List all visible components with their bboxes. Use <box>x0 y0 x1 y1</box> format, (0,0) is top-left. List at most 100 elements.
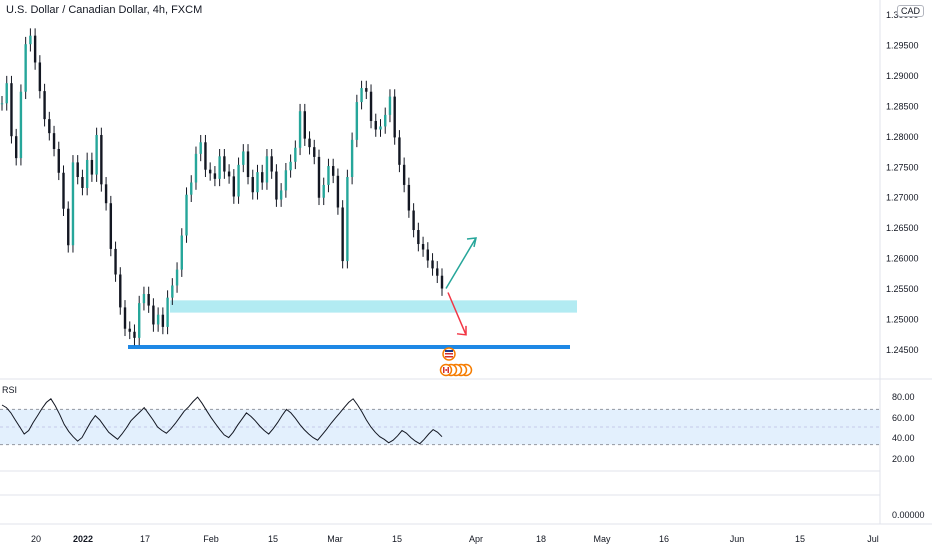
candle-body <box>350 139 354 178</box>
support-annotations <box>128 300 577 349</box>
time-tick-label: 20 <box>31 534 41 544</box>
candle-body <box>119 274 122 308</box>
candle-body <box>62 172 65 209</box>
candle-body <box>19 91 23 159</box>
candle-body <box>327 166 330 185</box>
rsi-axis-labels: 80.00 60.00 40.00 20.00 0.00000 <box>892 392 925 520</box>
candle-body <box>313 147 316 157</box>
candle-body <box>275 171 278 200</box>
candle-body <box>161 314 165 327</box>
candle-body <box>85 159 89 188</box>
price-tick-label: 1.28500 <box>886 101 919 111</box>
candle-body <box>43 91 46 120</box>
candle-body <box>279 190 283 200</box>
rsi-tick-label: 20.00 <box>892 454 915 464</box>
rsi-tick-label: 80.00 <box>892 392 915 402</box>
candle-body <box>213 173 217 179</box>
time-tick-label: 16 <box>659 534 669 544</box>
candle-body <box>71 162 75 246</box>
price-tick-label: 1.26000 <box>886 254 919 264</box>
candle-body <box>436 268 439 276</box>
price-tick-label: 1.27000 <box>886 193 919 203</box>
chart-title: U.S. Dollar / Canadian Dollar, 4h, FXCM <box>6 4 203 16</box>
candle-body <box>81 177 84 188</box>
candle-body <box>138 303 141 338</box>
price-tick-label: 1.27500 <box>886 162 919 172</box>
candle-body <box>147 293 150 306</box>
candle-body <box>421 244 425 250</box>
scenario-down-arrow <box>447 292 467 336</box>
price-candles <box>0 28 444 346</box>
rsi-band <box>0 408 880 446</box>
candle-body <box>417 230 420 245</box>
candle-body <box>246 151 250 178</box>
candle-body <box>298 111 302 148</box>
candle-body <box>123 307 127 329</box>
candle-body <box>199 142 202 154</box>
candle-body <box>232 176 236 197</box>
us-flag-event-icon[interactable] <box>442 347 456 361</box>
candle-body <box>379 126 382 130</box>
time-tick-label: Mar <box>327 534 343 544</box>
candle-body <box>331 166 335 176</box>
rsi-tick-label: 0.00000 <box>892 510 925 520</box>
rsi-tick-label: 60.00 <box>892 413 915 423</box>
currency-badge[interactable]: CAD <box>897 5 925 17</box>
rsi-tick-label: 40.00 <box>892 433 915 443</box>
candle-body <box>265 156 269 183</box>
candle-body <box>133 331 136 338</box>
time-tick-label: Feb <box>203 534 219 544</box>
candle-body <box>208 169 212 174</box>
scenario-down-arrowhead <box>456 325 467 336</box>
candle-body <box>402 164 406 185</box>
candle-body <box>95 134 98 175</box>
candle-body <box>346 177 349 262</box>
candle-body <box>204 142 207 170</box>
candle-body <box>67 208 70 246</box>
candle-body <box>365 88 368 92</box>
price-axis-labels: 1.24500 1.25000 1.25500 1.26000 1.26500 1.270… <box>886 10 919 355</box>
candle-body <box>426 249 430 261</box>
candle-body <box>48 119 51 134</box>
canada-flag-event-icons[interactable] <box>439 363 473 377</box>
time-tick-label: May <box>593 534 611 544</box>
candle-body <box>289 161 292 171</box>
time-tick-label: 15 <box>268 534 278 544</box>
candle-body <box>76 162 79 178</box>
candle-body <box>175 269 179 286</box>
candle-body <box>166 297 169 327</box>
support-zone <box>170 300 577 313</box>
price-tick-label: 1.24500 <box>886 345 919 355</box>
candle-body <box>29 35 32 45</box>
candle-body <box>407 184 411 211</box>
candle-body <box>171 285 174 298</box>
time-tick-label: 2022 <box>73 534 93 544</box>
candle-body <box>104 184 108 204</box>
candle-body <box>294 147 297 162</box>
candle-body <box>398 137 401 165</box>
candle-body <box>388 96 392 115</box>
candle-body <box>256 172 259 193</box>
candle-body <box>100 134 103 185</box>
candle-body <box>0 103 4 105</box>
time-tick-label: 17 <box>140 534 150 544</box>
candle-body <box>412 210 415 231</box>
time-tick-label: 15 <box>795 534 805 544</box>
candle-body <box>360 88 363 103</box>
candle-body <box>57 148 60 173</box>
scenario-arrows <box>445 237 477 336</box>
candle-body <box>90 159 94 175</box>
candle-body <box>317 156 321 198</box>
candle-body <box>242 151 245 165</box>
candle-body <box>431 260 434 269</box>
candle-body <box>261 172 264 183</box>
time-tick-label: 18 <box>536 534 546 544</box>
candle-body <box>237 164 240 197</box>
candle-body <box>114 248 117 275</box>
candle-body <box>341 207 344 262</box>
candle-body <box>270 156 273 172</box>
candle-body <box>308 138 311 148</box>
candle-body <box>227 171 231 177</box>
candle-body <box>251 177 254 193</box>
